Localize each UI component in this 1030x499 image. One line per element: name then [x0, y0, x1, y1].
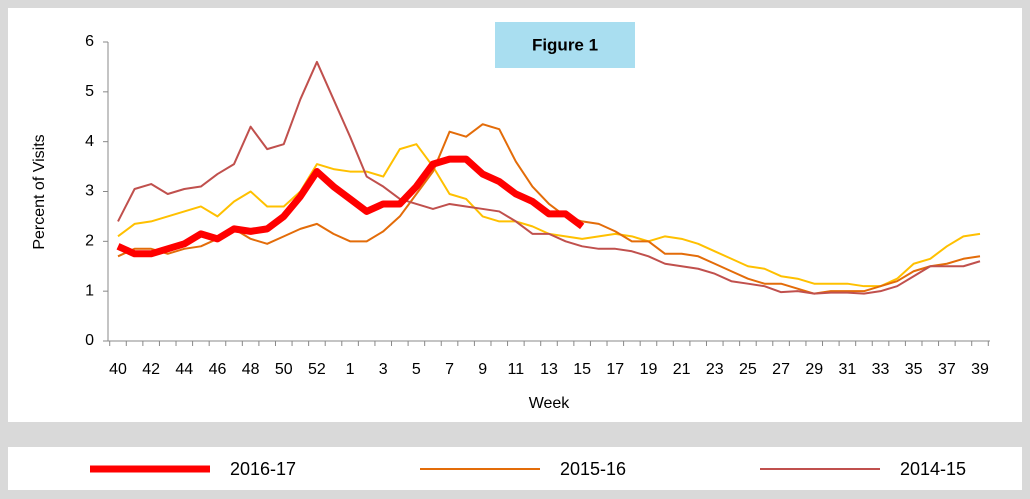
x-tick-label: 25: [739, 361, 757, 378]
y-tick-label: 5: [85, 83, 94, 100]
x-tick-label: 11: [508, 361, 525, 378]
x-tick-label: 21: [673, 361, 691, 378]
series-line: [117, 123, 981, 295]
x-tick-label: 5: [412, 361, 421, 378]
x-tick-label: 9: [478, 361, 487, 378]
y-tick-label: 1: [85, 282, 94, 299]
x-axis-label: Week: [529, 395, 571, 412]
y-tick-label: 2: [85, 233, 94, 250]
y-tick-label: 4: [85, 133, 94, 150]
x-tick-label: 33: [872, 361, 890, 378]
legend-label: 2016-17: [230, 459, 296, 479]
x-tick-label: 17: [606, 361, 624, 378]
series-line: [116, 155, 585, 258]
x-tick-label: 35: [905, 361, 923, 378]
x-tick-label: 44: [175, 361, 193, 378]
y-axis-label: Percent of Visits: [31, 134, 48, 249]
plot-panel: [8, 8, 1022, 422]
x-tick-label: 52: [308, 361, 326, 378]
x-tick-label: 3: [379, 361, 388, 378]
x-tick-label: 39: [971, 361, 989, 378]
annotation-box: [495, 22, 635, 68]
y-tick-label: 3: [85, 183, 94, 200]
x-tick-label: 50: [275, 361, 293, 378]
x-tick-label: 37: [938, 361, 956, 378]
legend-label: 2015-16: [560, 459, 626, 479]
x-tick-label: 48: [242, 361, 260, 378]
x-tick-label: 15: [573, 361, 591, 378]
x-tick-label: 23: [706, 361, 724, 378]
x-tick-label: 42: [142, 361, 160, 378]
y-tick-label: 6: [85, 33, 94, 50]
x-tick-label: 31: [838, 361, 856, 378]
annotation: Figure 1: [532, 35, 598, 54]
x-tick-label: 27: [772, 361, 790, 378]
x-tick-label: 46: [209, 361, 227, 378]
x-tick-label: 1: [346, 361, 355, 378]
x-tick-label: 40: [109, 361, 127, 378]
x-tick-label: 13: [540, 361, 558, 378]
x-tick-label: 7: [445, 361, 454, 378]
x-tick-label: 29: [805, 361, 823, 378]
x-tick-label: 19: [640, 361, 658, 378]
legend-label: 2014-15: [900, 459, 966, 479]
y-tick-label: 0: [85, 332, 94, 349]
series-line: [117, 60, 981, 295]
